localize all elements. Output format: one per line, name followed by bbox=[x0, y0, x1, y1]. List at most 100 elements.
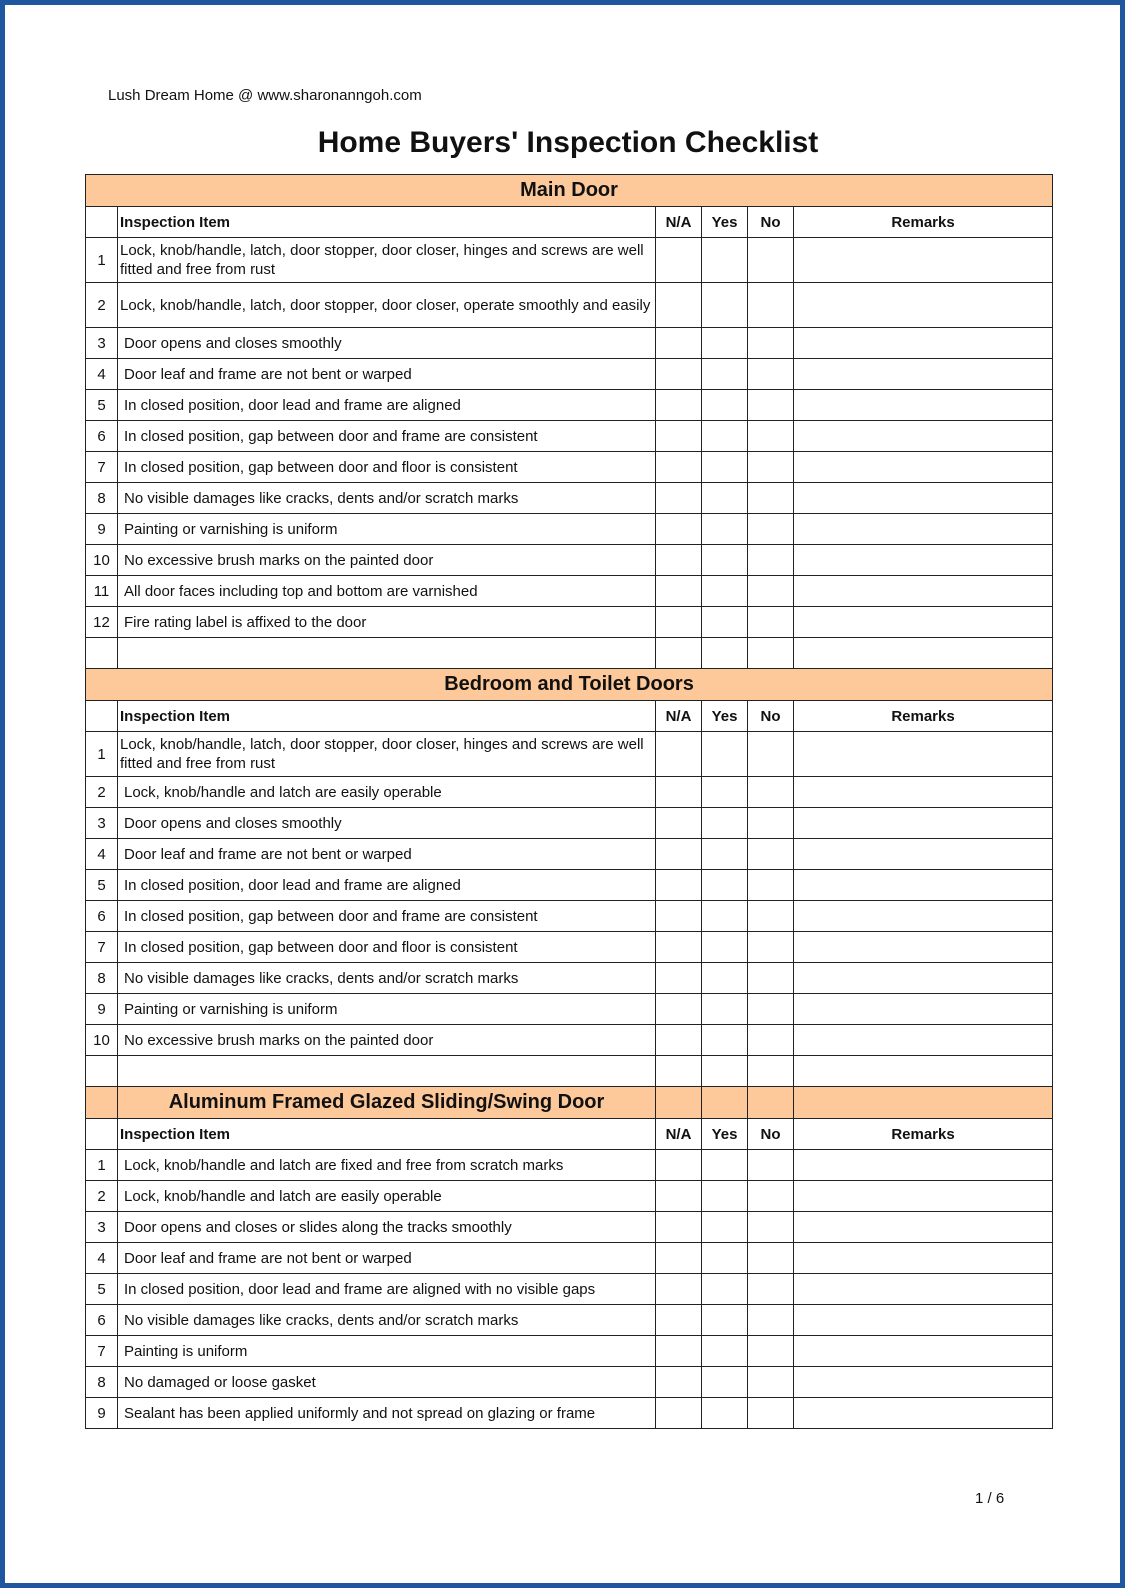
na-cell[interactable] bbox=[655, 575, 702, 607]
yes-cell[interactable] bbox=[701, 993, 748, 1025]
na-cell[interactable] bbox=[655, 1304, 702, 1336]
remarks-cell[interactable] bbox=[792, 482, 1054, 514]
remarks-cell[interactable] bbox=[792, 544, 1054, 576]
na-cell[interactable] bbox=[655, 807, 702, 839]
no-cell[interactable] bbox=[747, 544, 794, 576]
remarks-cell[interactable] bbox=[792, 776, 1054, 808]
no-cell[interactable] bbox=[747, 513, 794, 545]
yes-cell[interactable] bbox=[701, 513, 748, 545]
yes-cell[interactable] bbox=[701, 606, 748, 638]
yes-cell[interactable] bbox=[701, 389, 748, 421]
yes-cell[interactable] bbox=[701, 1273, 748, 1305]
na-cell[interactable] bbox=[655, 1366, 702, 1398]
na-cell[interactable] bbox=[655, 776, 702, 808]
no-cell[interactable] bbox=[747, 575, 794, 607]
na-cell[interactable] bbox=[655, 282, 702, 328]
blank-cell[interactable] bbox=[747, 637, 794, 669]
na-cell[interactable] bbox=[655, 1242, 702, 1274]
remarks-cell[interactable] bbox=[792, 1024, 1054, 1056]
no-cell[interactable] bbox=[747, 1304, 794, 1336]
no-cell[interactable] bbox=[747, 900, 794, 932]
yes-cell[interactable] bbox=[701, 931, 748, 963]
remarks-cell[interactable] bbox=[792, 451, 1054, 483]
no-cell[interactable] bbox=[747, 482, 794, 514]
na-cell[interactable] bbox=[655, 358, 702, 390]
remarks-cell[interactable] bbox=[792, 358, 1054, 390]
remarks-cell[interactable] bbox=[792, 1211, 1054, 1243]
no-cell[interactable] bbox=[747, 838, 794, 870]
na-cell[interactable] bbox=[655, 327, 702, 359]
yes-cell[interactable] bbox=[701, 869, 748, 901]
na-cell[interactable] bbox=[655, 237, 702, 283]
no-cell[interactable] bbox=[747, 420, 794, 452]
na-cell[interactable] bbox=[655, 1335, 702, 1367]
blank-cell[interactable] bbox=[792, 637, 1054, 669]
yes-cell[interactable] bbox=[701, 776, 748, 808]
na-cell[interactable] bbox=[655, 962, 702, 994]
na-cell[interactable] bbox=[655, 993, 702, 1025]
na-cell[interactable] bbox=[655, 482, 702, 514]
no-cell[interactable] bbox=[747, 931, 794, 963]
remarks-cell[interactable] bbox=[792, 838, 1054, 870]
remarks-cell[interactable] bbox=[792, 389, 1054, 421]
yes-cell[interactable] bbox=[701, 1335, 748, 1367]
no-cell[interactable] bbox=[747, 1242, 794, 1274]
yes-cell[interactable] bbox=[701, 807, 748, 839]
no-cell[interactable] bbox=[747, 731, 794, 777]
yes-cell[interactable] bbox=[701, 482, 748, 514]
yes-cell[interactable] bbox=[701, 1211, 748, 1243]
yes-cell[interactable] bbox=[701, 962, 748, 994]
no-cell[interactable] bbox=[747, 1397, 794, 1429]
no-cell[interactable] bbox=[747, 282, 794, 328]
no-cell[interactable] bbox=[747, 1273, 794, 1305]
na-cell[interactable] bbox=[655, 451, 702, 483]
remarks-cell[interactable] bbox=[792, 731, 1054, 777]
na-cell[interactable] bbox=[655, 1397, 702, 1429]
na-cell[interactable] bbox=[655, 838, 702, 870]
yes-cell[interactable] bbox=[701, 237, 748, 283]
yes-cell[interactable] bbox=[701, 420, 748, 452]
yes-cell[interactable] bbox=[701, 282, 748, 328]
no-cell[interactable] bbox=[747, 962, 794, 994]
no-cell[interactable] bbox=[747, 606, 794, 638]
remarks-cell[interactable] bbox=[792, 606, 1054, 638]
remarks-cell[interactable] bbox=[792, 1149, 1054, 1181]
na-cell[interactable] bbox=[655, 1149, 702, 1181]
remarks-cell[interactable] bbox=[792, 575, 1054, 607]
no-cell[interactable] bbox=[747, 1024, 794, 1056]
remarks-cell[interactable] bbox=[792, 807, 1054, 839]
yes-cell[interactable] bbox=[701, 731, 748, 777]
no-cell[interactable] bbox=[747, 1366, 794, 1398]
remarks-cell[interactable] bbox=[792, 1397, 1054, 1429]
remarks-cell[interactable] bbox=[792, 962, 1054, 994]
na-cell[interactable] bbox=[655, 1024, 702, 1056]
no-cell[interactable] bbox=[747, 776, 794, 808]
remarks-cell[interactable] bbox=[792, 931, 1054, 963]
blank-cell[interactable] bbox=[701, 637, 748, 669]
no-cell[interactable] bbox=[747, 1149, 794, 1181]
yes-cell[interactable] bbox=[701, 575, 748, 607]
remarks-cell[interactable] bbox=[792, 1335, 1054, 1367]
no-cell[interactable] bbox=[747, 451, 794, 483]
blank-cell[interactable] bbox=[655, 637, 702, 669]
yes-cell[interactable] bbox=[701, 1024, 748, 1056]
na-cell[interactable] bbox=[655, 869, 702, 901]
no-cell[interactable] bbox=[747, 358, 794, 390]
no-cell[interactable] bbox=[747, 327, 794, 359]
no-cell[interactable] bbox=[747, 237, 794, 283]
yes-cell[interactable] bbox=[701, 1366, 748, 1398]
no-cell[interactable] bbox=[747, 807, 794, 839]
na-cell[interactable] bbox=[655, 731, 702, 777]
yes-cell[interactable] bbox=[701, 838, 748, 870]
na-cell[interactable] bbox=[655, 1211, 702, 1243]
yes-cell[interactable] bbox=[701, 1180, 748, 1212]
na-cell[interactable] bbox=[655, 544, 702, 576]
na-cell[interactable] bbox=[655, 900, 702, 932]
no-cell[interactable] bbox=[747, 993, 794, 1025]
no-cell[interactable] bbox=[747, 389, 794, 421]
remarks-cell[interactable] bbox=[792, 327, 1054, 359]
remarks-cell[interactable] bbox=[792, 420, 1054, 452]
remarks-cell[interactable] bbox=[792, 1242, 1054, 1274]
blank-cell[interactable] bbox=[792, 1055, 1054, 1087]
no-cell[interactable] bbox=[747, 1180, 794, 1212]
